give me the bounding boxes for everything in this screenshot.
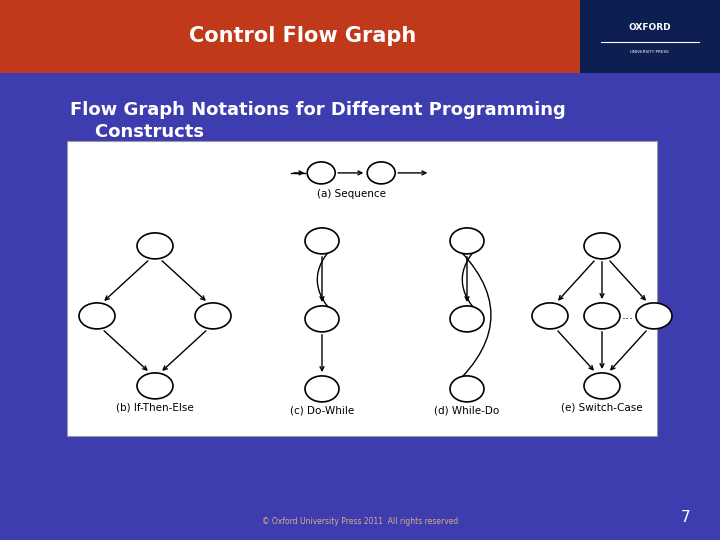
Ellipse shape (305, 376, 339, 402)
Text: OXFORD: OXFORD (629, 23, 671, 32)
Ellipse shape (532, 303, 568, 329)
Text: (c) Do-While: (c) Do-While (290, 406, 354, 416)
Text: Control Flow Graph: Control Flow Graph (189, 26, 416, 46)
Text: UNIVERSITY PRESS: UNIVERSITY PRESS (631, 50, 669, 55)
Ellipse shape (367, 162, 395, 184)
Ellipse shape (79, 303, 115, 329)
Text: (e) Switch-Case: (e) Switch-Case (561, 403, 643, 413)
Bar (67, 141, 657, 436)
Ellipse shape (137, 373, 173, 399)
Ellipse shape (195, 303, 231, 329)
Text: (a) Sequence: (a) Sequence (317, 189, 386, 199)
Ellipse shape (307, 162, 336, 184)
Ellipse shape (584, 303, 620, 329)
Text: ...: ... (622, 309, 634, 322)
Ellipse shape (450, 228, 484, 254)
Bar (0, 0, 720, 73)
Text: © Oxford University Press 2011  All rights reserved: © Oxford University Press 2011 All right… (262, 517, 458, 526)
Ellipse shape (450, 376, 484, 402)
Ellipse shape (584, 373, 620, 399)
Ellipse shape (636, 303, 672, 329)
Ellipse shape (305, 306, 339, 332)
Text: Constructs: Constructs (70, 123, 204, 141)
Text: 7: 7 (680, 510, 690, 525)
Text: (b) If-Then-Else: (b) If-Then-Else (116, 403, 194, 413)
Text: (d) While-Do: (d) While-Do (434, 406, 500, 416)
Ellipse shape (450, 306, 484, 332)
Ellipse shape (584, 233, 620, 259)
Ellipse shape (305, 228, 339, 254)
Bar (580, 0, 720, 73)
Text: Flow Graph Notations for Different Programming: Flow Graph Notations for Different Progr… (70, 101, 566, 119)
Ellipse shape (137, 233, 173, 259)
